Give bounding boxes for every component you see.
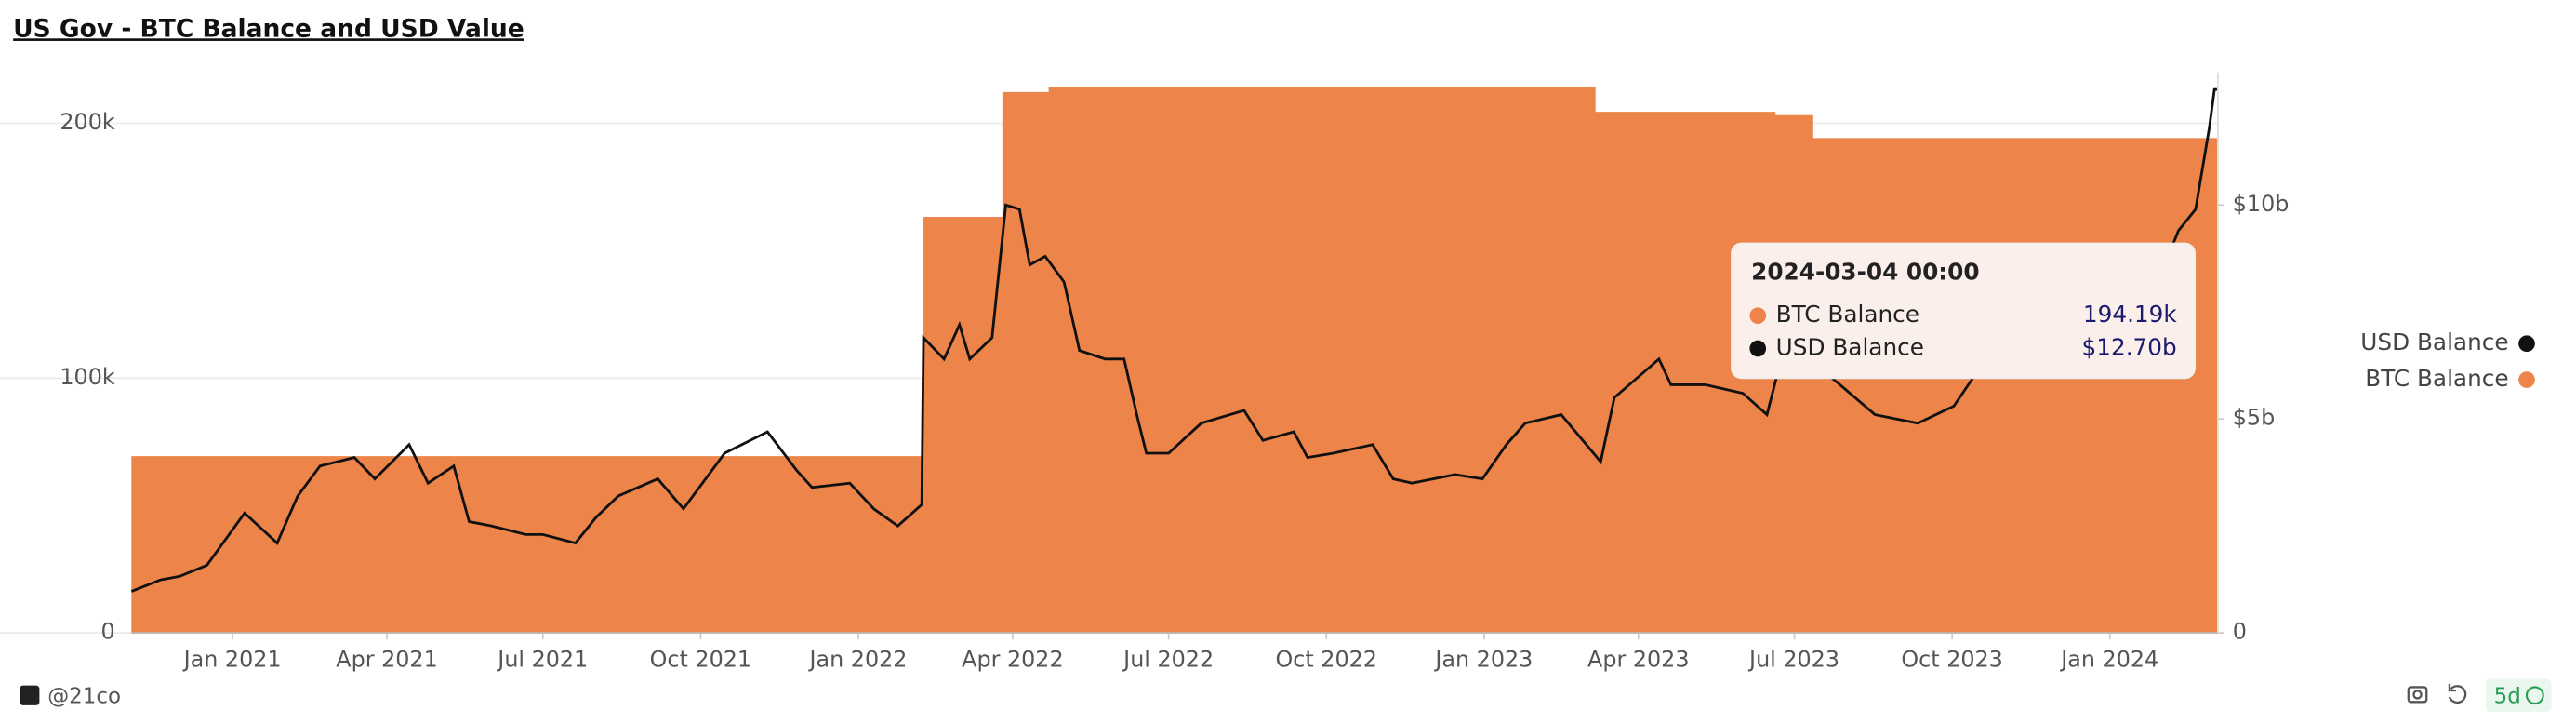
reset-icon[interactable] <box>2448 683 2467 704</box>
x-tick-label: Jul 2021 <box>496 647 588 673</box>
legend-swatch <box>2518 335 2535 353</box>
legend-swatch <box>2518 371 2535 388</box>
y-tick-label: 200k <box>60 109 114 135</box>
x-tick-label: Oct 2022 <box>1276 647 1377 673</box>
y-tick-label: 0 <box>100 619 114 645</box>
brand: @21co <box>47 685 121 709</box>
x-tick-label: Jan 2021 <box>182 647 282 673</box>
x-tick-label: Jan 2023 <box>1433 647 1533 673</box>
y-tick-label: 100k <box>60 364 114 390</box>
tooltip-value: 194.19k <box>2083 301 2177 328</box>
range-check <box>2525 686 2544 705</box>
tooltip: 2024-03-04 00:00 BTC Balance 194.19k USD Ba… <box>1731 242 2197 380</box>
x-tick-label: Jan 2024 <box>2059 647 2158 673</box>
range-label: 5d <box>2494 685 2521 709</box>
tooltip-swatch <box>1749 340 1767 357</box>
legend-label: USD Balance <box>2360 328 2508 355</box>
x-tick-label: Apr 2022 <box>962 647 1063 673</box>
tooltip-swatch <box>1749 307 1767 325</box>
tooltip-value: $12.70b <box>2082 334 2177 361</box>
tooltip-name: USD Balance <box>1776 334 1924 361</box>
x-tick-label: Jan 2022 <box>808 647 908 673</box>
y2-tick-label: 0 <box>2233 619 2247 645</box>
y2-tick-label: $10b <box>2233 191 2290 217</box>
btc-area <box>131 87 2218 634</box>
x-tick-label: Oct 2023 <box>1901 647 2002 673</box>
x-tick-label: Jul 2023 <box>1747 647 1839 673</box>
y2-tick-label: $5b <box>2233 405 2275 431</box>
legend-label: BTC Balance <box>2365 365 2508 392</box>
brand-logo <box>20 685 40 705</box>
tooltip-title: 2024-03-04 00:00 <box>1751 258 1979 285</box>
camera-icon[interactable] <box>2407 686 2428 704</box>
tooltip-box <box>1731 242 2197 380</box>
x-tick-label: Oct 2021 <box>650 647 751 673</box>
tooltip-name: BTC Balance <box>1776 301 1919 328</box>
x-tick-label: Apr 2021 <box>336 647 437 673</box>
x-tick-label: Apr 2023 <box>1587 647 1689 673</box>
chart-title: US Gov - BTC Balance and USD Value <box>13 14 524 43</box>
x-tick-label: Jul 2022 <box>1122 647 1214 673</box>
